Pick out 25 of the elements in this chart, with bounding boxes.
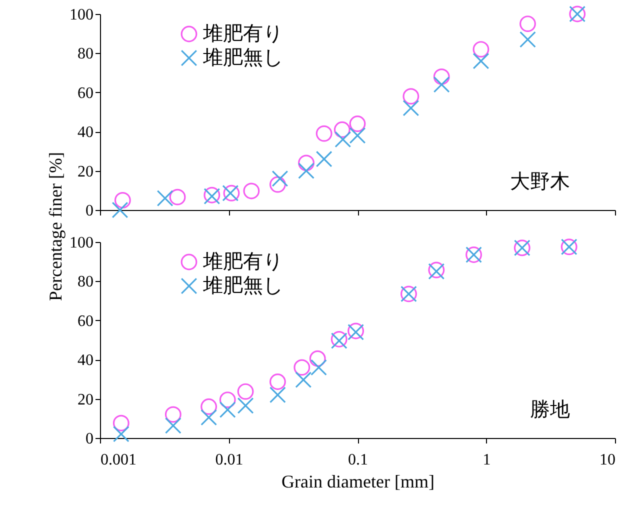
y-tick-label: 60 bbox=[78, 84, 94, 102]
y-tick-label: 20 bbox=[78, 163, 94, 180]
y-tick-label: 20 bbox=[78, 391, 94, 408]
y-tick-label: 80 bbox=[78, 274, 94, 291]
x-tick-label: 0.01 bbox=[215, 452, 244, 468]
legend-label: 堆肥無し bbox=[202, 273, 283, 297]
y-tick-label: 0 bbox=[86, 202, 94, 220]
x-tick-label: 0.1 bbox=[348, 452, 368, 468]
y-tick-label: 80 bbox=[78, 46, 94, 63]
y-tick-label: 0 bbox=[86, 430, 94, 448]
y-axis-title: Percentage finer [%] bbox=[46, 152, 66, 301]
x-tick-label: 1 bbox=[482, 452, 491, 468]
legend-label: 堆肥有り bbox=[202, 21, 283, 45]
y-tick-label: 100 bbox=[70, 234, 94, 252]
y-tick-label: 40 bbox=[78, 352, 94, 370]
y-tick-label: 100 bbox=[70, 6, 94, 24]
x-tick-label: 10 bbox=[600, 452, 616, 468]
annotation: 勝地 bbox=[530, 397, 570, 421]
legend-label: 堆肥有り bbox=[202, 249, 283, 273]
y-tick-label: 40 bbox=[78, 124, 94, 142]
x-tick-label: 0.001 bbox=[100, 452, 136, 468]
x-axis-title: Grain diameter [mm] bbox=[282, 472, 434, 492]
y-tick-label: 60 bbox=[78, 312, 94, 330]
legend-label: 堆肥無し bbox=[202, 45, 283, 69]
annotation: 大野木 bbox=[510, 169, 570, 193]
